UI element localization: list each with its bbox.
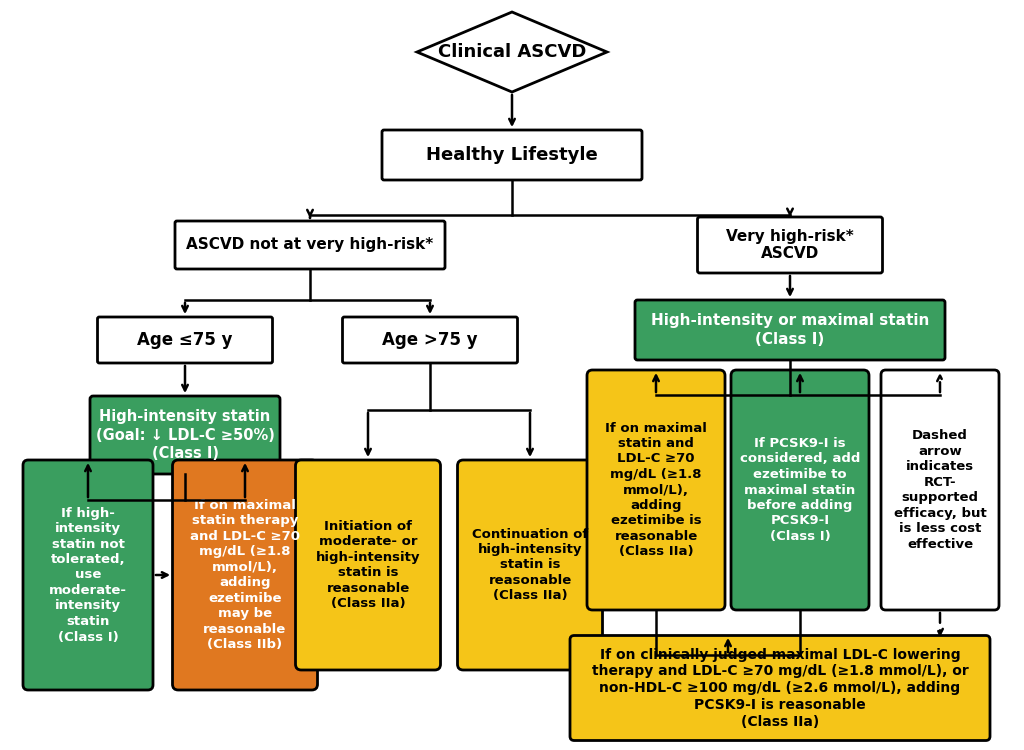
Text: Age >75 y: Age >75 y <box>382 331 478 349</box>
Text: Dashed
arrow
indicates
RCT-
supported
efficacy, but
is less cost
effective: Dashed arrow indicates RCT- supported ef… <box>894 429 986 550</box>
FancyBboxPatch shape <box>175 221 445 269</box>
FancyBboxPatch shape <box>570 635 990 740</box>
FancyBboxPatch shape <box>90 396 280 474</box>
FancyBboxPatch shape <box>731 370 869 610</box>
FancyBboxPatch shape <box>382 130 642 180</box>
FancyBboxPatch shape <box>342 317 517 363</box>
FancyBboxPatch shape <box>458 460 602 670</box>
Text: ASCVD not at very high-risk*: ASCVD not at very high-risk* <box>186 238 433 253</box>
Text: Age ≤75 y: Age ≤75 y <box>137 331 232 349</box>
FancyBboxPatch shape <box>296 460 440 670</box>
Text: High-intensity or maximal statin
(Class I): High-intensity or maximal statin (Class … <box>651 314 929 346</box>
Text: If PCSK9-I is
considered, add
ezetimibe to
maximal statin
before adding
PCSK9-I
: If PCSK9-I is considered, add ezetimibe … <box>739 437 860 543</box>
Text: Clinical ASCVD: Clinical ASCVD <box>438 43 586 61</box>
FancyBboxPatch shape <box>23 460 153 690</box>
FancyBboxPatch shape <box>587 370 725 610</box>
Text: If on clinically judged maximal LDL-C lowering
therapy and LDL-C ≥70 mg/dL (≥1.8: If on clinically judged maximal LDL-C lo… <box>592 647 969 728</box>
Text: Continuation of
high-intensity
statin is
reasonable
(Class IIa): Continuation of high-intensity statin is… <box>472 527 588 602</box>
Text: Healthy Lifestyle: Healthy Lifestyle <box>426 146 598 164</box>
Text: Initiation of
moderate- or
high-intensity
statin is
reasonable
(Class IIa): Initiation of moderate- or high-intensit… <box>315 520 420 610</box>
Text: If high-
intensity
statin not
tolerated,
use
moderate-
intensity
statin
(Class I: If high- intensity statin not tolerated,… <box>49 506 127 644</box>
FancyBboxPatch shape <box>97 317 272 363</box>
FancyBboxPatch shape <box>172 460 317 690</box>
Polygon shape <box>417 12 607 92</box>
Text: Very high-risk*
ASCVD: Very high-risk* ASCVD <box>726 229 854 262</box>
Text: High-intensity statin
(Goal: ↓ LDL-C ≥50%)
(Class I): High-intensity statin (Goal: ↓ LDL-C ≥50… <box>95 410 274 460</box>
Text: If on maximal
statin and
LDL-C ≥70
mg/dL (≥1.8
mmol/L),
adding
ezetimibe is
reas: If on maximal statin and LDL-C ≥70 mg/dL… <box>605 422 707 559</box>
Text: If on maximal
statin therapy
and LDL-C ≥70
mg/dL (≥1.8
mmol/L),
adding
ezetimibe: If on maximal statin therapy and LDL-C ≥… <box>190 499 300 651</box>
FancyBboxPatch shape <box>635 300 945 360</box>
FancyBboxPatch shape <box>881 370 999 610</box>
FancyBboxPatch shape <box>697 217 883 273</box>
